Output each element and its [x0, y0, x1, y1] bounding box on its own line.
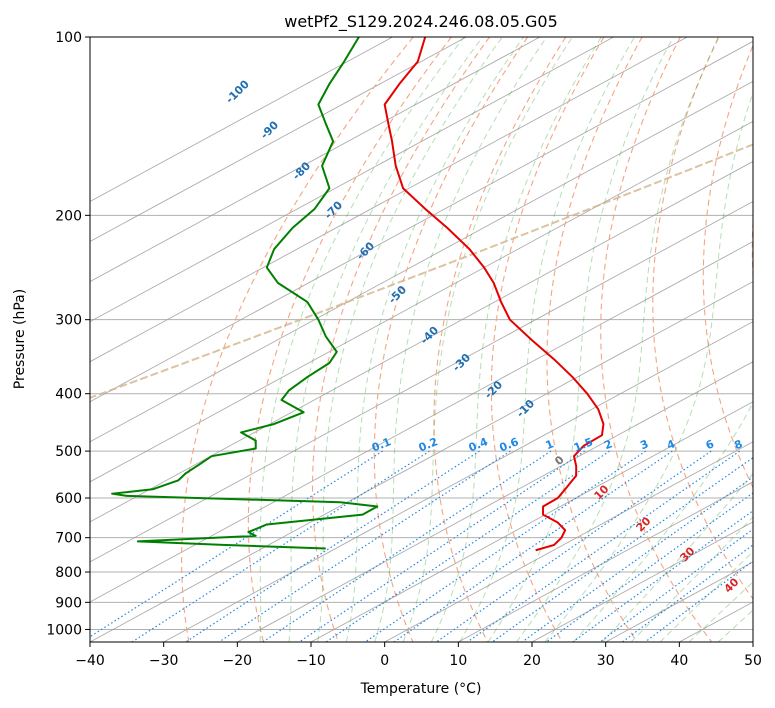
plot-area: 0.10.20.40.611.52346810131620253036-100-… [90, 37, 771, 642]
isotherm-line [90, 160, 753, 523]
mixing-ratio-label: 3 [638, 437, 650, 452]
isotherm-line [90, 120, 753, 483]
x-tick-label: −10 [296, 653, 326, 669]
mixing-ratio-line [131, 450, 430, 642]
mixing-ratio-line [262, 450, 552, 642]
moist-adiabats [259, 37, 753, 642]
mixing-ratio-line [393, 450, 673, 642]
moist-adiabat-line [317, 37, 503, 642]
moist-adiabat-line [516, 37, 720, 642]
y-axis: 100 200 300 400 500 600 700 800 900 1000 [46, 30, 90, 638]
y-tick-label: 200 [55, 208, 82, 224]
moist-adiabat-line [573, 401, 753, 642]
mixing-ratio-line [364, 450, 647, 642]
x-tick-label: 50 [744, 653, 762, 669]
moist-adiabat-line [544, 91, 753, 642]
mixing-ratio-line [298, 450, 586, 642]
moist-adiabat-line [288, 37, 484, 642]
isotherm-gridlines [90, 37, 753, 642]
x-tick-label: 20 [523, 653, 541, 669]
chart-title: wetPf2_S129.2024.246.08.05.G05 [284, 12, 558, 32]
mixing-ratio-label: 10 [752, 436, 771, 454]
isotherm-line [90, 37, 541, 283]
isotherm-line [90, 37, 393, 203]
mixing-ratio-line [521, 476, 753, 642]
mixing-ratio-line [491, 456, 753, 642]
isotherm-line [90, 37, 614, 323]
dewpoint-line [111, 37, 379, 550]
isotherm-line [310, 401, 753, 642]
moist-adiabat-line [487, 37, 674, 642]
mixing-ratio-line [90, 450, 384, 638]
mixing-ratio-label: 2 [602, 437, 614, 452]
moist-adiabat-line [402, 37, 573, 642]
dry-adiabat-line [373, 37, 529, 642]
moist-adiabat-line [459, 37, 635, 642]
y-tick-label: 100 [55, 30, 82, 46]
mixing-ratio-label: 8 [732, 437, 744, 452]
mixing-ratio-lines [90, 450, 753, 642]
dry-adiabat-line [247, 37, 452, 642]
isotherm-line [90, 80, 753, 443]
y-tick-label: 300 [55, 313, 82, 329]
x-axis: −40 −30 −20 −10 0 10 20 30 40 50 [75, 642, 762, 669]
isotherm-line [163, 321, 753, 642]
isotherm-line [237, 361, 753, 642]
dry-adiabat-line [433, 37, 567, 642]
isotherm-line [90, 37, 688, 363]
isotherm-line [458, 481, 753, 642]
isotherm-line [90, 241, 753, 603]
dry-adiabat-line [311, 37, 490, 642]
y-tick-label: 800 [55, 565, 82, 581]
x-tick-label: −40 [75, 653, 105, 669]
mixing-ratio-line [644, 560, 753, 642]
plot-frame [89, 36, 754, 643]
moist-adiabat-line [259, 37, 465, 642]
isotherm-line [384, 441, 753, 642]
dry-adiabat-line [652, 37, 753, 600]
dry-adiabat-line [546, 37, 643, 642]
x-tick-label: 40 [670, 653, 688, 669]
moist-adiabat-line [374, 37, 548, 642]
isotherm-line [90, 200, 753, 563]
moist-adiabat-line [430, 37, 602, 642]
isotherm-line [90, 40, 753, 403]
dry-adiabats [181, 37, 753, 642]
mixing-ratio-line [467, 450, 741, 642]
moist-adiabat-line [659, 550, 753, 642]
mixing-ratio-line [572, 510, 753, 642]
profile-series [111, 37, 605, 552]
x-tick-label: −30 [149, 653, 179, 669]
mixing-ratio-label: 1 [544, 437, 556, 452]
x-tick-label: −20 [223, 653, 253, 669]
y-tick-label: 500 [55, 444, 82, 460]
dry-adiabat-line [702, 44, 753, 489]
x-tick-label: 10 [449, 653, 467, 669]
isotherm-line [531, 521, 753, 642]
y-axis-title: Pressure (hPa) [12, 289, 28, 389]
dry-adiabat-line [181, 37, 414, 642]
x-tick-label: 30 [597, 653, 615, 669]
isotherm-line [90, 37, 467, 243]
moist-adiabat-line [688, 581, 753, 642]
x-axis-title: Temperature (°C) [360, 681, 482, 697]
special-curve [90, 143, 753, 399]
mixing-ratio-line [436, 450, 712, 642]
isotherm-line [90, 281, 753, 642]
y-tick-label: 400 [55, 387, 82, 403]
y-tick-label: 700 [55, 531, 82, 547]
special-curve-line [90, 143, 753, 399]
dry-adiabat-line [490, 37, 605, 642]
y-tick-label: 1000 [46, 622, 82, 638]
dry-adiabat-line [600, 37, 713, 642]
y-tick-label: 900 [55, 595, 82, 611]
y-tick-label: 600 [55, 491, 82, 507]
moist-adiabat-line [345, 37, 524, 642]
temperature-line [383, 37, 605, 552]
x-tick-label: 0 [380, 653, 389, 669]
